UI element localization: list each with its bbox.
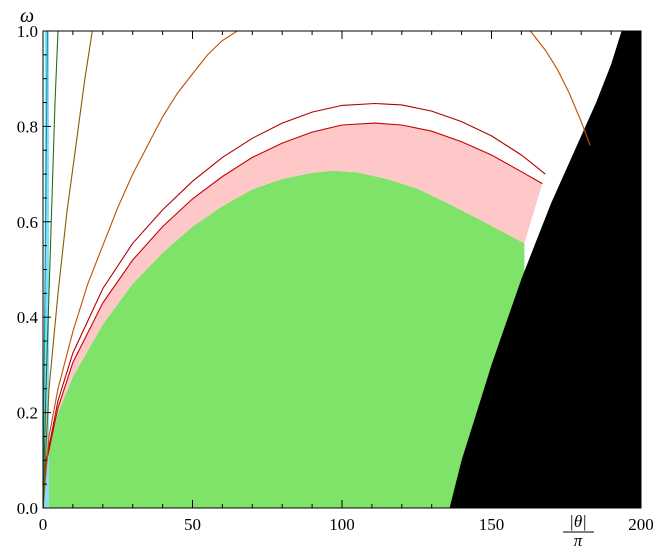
series-line-3: [43, 102, 546, 508]
y-tick-label: 0.2: [17, 404, 38, 423]
filled-region-black: [449, 31, 641, 508]
x-axis-label-denominator: π: [574, 531, 583, 546]
x-tick-label: 50: [184, 515, 201, 534]
y-tick-label: 1.0: [17, 22, 38, 41]
axis-ticks: [42, 30, 642, 509]
series-line-4: [43, 31, 238, 508]
y-tick-label: 0.8: [17, 117, 38, 136]
filled-region-green: [43, 170, 525, 508]
x-tick-label: 0: [39, 515, 48, 534]
x-axis-label-numerator: |θ|: [569, 512, 587, 531]
tick-labels: 0.0 0.2 0.4 0.6 0.8 1.0 0 50 100 150 200: [17, 22, 654, 534]
y-axis-label: ω: [20, 5, 34, 27]
filled-band-pink: [43, 123, 543, 508]
series-line-6: [43, 31, 93, 508]
y-tick-label: 0.6: [17, 213, 38, 232]
series-line-7: [43, 31, 59, 508]
x-tick-label: 150: [479, 515, 505, 534]
series-line-5: [529, 31, 591, 146]
plot-lines: [43, 31, 591, 508]
x-tick-label: 200: [628, 515, 654, 534]
plot-fills: [43, 31, 641, 508]
x-tick-label: 100: [329, 515, 355, 534]
y-tick-label: 0.4: [17, 308, 39, 327]
y-tick-label: 0.0: [17, 499, 38, 518]
series-line-2: [43, 122, 543, 508]
